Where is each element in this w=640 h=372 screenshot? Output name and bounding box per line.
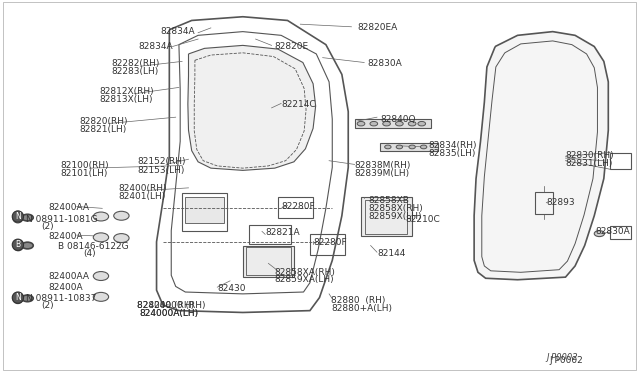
Text: 82834A: 82834A <box>138 42 173 51</box>
Text: 82821(LH): 82821(LH) <box>80 125 127 134</box>
Circle shape <box>93 292 109 301</box>
Text: (2): (2) <box>42 222 54 231</box>
Bar <box>355 119 431 128</box>
Text: 82834A: 82834A <box>160 27 195 36</box>
Text: 82812X(RH): 82812X(RH) <box>99 87 154 96</box>
Circle shape <box>418 122 426 126</box>
Text: 82840Q: 82840Q <box>380 115 416 124</box>
Circle shape <box>396 145 403 149</box>
Text: 82282(RH): 82282(RH) <box>112 59 160 68</box>
Bar <box>243 246 294 277</box>
PathPatch shape <box>474 32 608 280</box>
Circle shape <box>595 231 604 237</box>
Text: 82893: 82893 <box>547 198 575 207</box>
Text: 82831(LH): 82831(LH) <box>566 159 613 168</box>
Text: 82820(RH): 82820(RH) <box>80 117 129 126</box>
Bar <box>278 197 313 218</box>
Circle shape <box>357 122 365 126</box>
Bar <box>246 247 291 275</box>
Bar <box>249 225 291 244</box>
Text: 82859X(LH): 82859X(LH) <box>368 212 422 221</box>
Text: N: N <box>15 293 20 302</box>
Text: 824000A(LH): 824000A(LH) <box>140 309 198 318</box>
Text: 82830A: 82830A <box>596 227 630 236</box>
Text: 82430: 82430 <box>217 284 246 293</box>
Circle shape <box>396 122 403 126</box>
Text: (2): (2) <box>42 301 54 310</box>
Circle shape <box>22 242 33 249</box>
Text: 82280F: 82280F <box>313 238 347 247</box>
Circle shape <box>114 234 129 243</box>
Text: 82400A: 82400A <box>48 232 83 241</box>
Bar <box>182 193 227 231</box>
Text: 82858XA(RH): 82858XA(RH) <box>275 268 335 277</box>
Text: (4): (4) <box>83 249 96 258</box>
Text: 82824000 (RH): 82824000 (RH) <box>138 301 206 310</box>
Text: 82880+A(LH): 82880+A(LH) <box>331 304 392 312</box>
Text: 82400AA: 82400AA <box>48 203 89 212</box>
Text: 82152(RH): 82152(RH) <box>138 157 186 166</box>
Text: 82400AA: 82400AA <box>48 272 89 280</box>
Text: 82153(LH): 82153(LH) <box>138 166 185 174</box>
Bar <box>361 197 412 236</box>
Text: 82214C: 82214C <box>281 100 316 109</box>
Text: J P0002: J P0002 <box>550 356 583 365</box>
Text: 82859XA(LH): 82859XA(LH) <box>275 275 334 284</box>
Text: 82280F: 82280F <box>281 202 315 211</box>
Circle shape <box>22 214 33 221</box>
Circle shape <box>409 145 415 149</box>
Text: 82834(RH): 82834(RH) <box>428 141 477 150</box>
Text: 82813X(LH): 82813X(LH) <box>99 95 152 104</box>
Text: 82839M(LH): 82839M(LH) <box>355 169 410 178</box>
Circle shape <box>93 212 109 221</box>
Circle shape <box>383 122 390 126</box>
Text: 82880  (RH): 82880 (RH) <box>331 296 385 305</box>
Bar <box>610 153 630 169</box>
Text: N 08911-10837: N 08911-10837 <box>26 294 96 303</box>
Text: N: N <box>15 294 21 303</box>
Bar <box>186 197 223 223</box>
Text: B: B <box>15 240 20 249</box>
Text: B 08146-6122G: B 08146-6122G <box>58 242 128 251</box>
Text: N 08911-1081G: N 08911-1081G <box>26 215 97 224</box>
Text: 82400A: 82400A <box>48 283 83 292</box>
Text: 82830(RH): 82830(RH) <box>566 151 614 160</box>
Text: 82835(LH): 82835(LH) <box>428 149 476 158</box>
Text: 82838M(RH): 82838M(RH) <box>355 161 411 170</box>
Circle shape <box>93 272 109 280</box>
Text: 82858X(RH): 82858X(RH) <box>368 204 423 213</box>
Text: B: B <box>15 241 21 250</box>
Text: 82830A: 82830A <box>367 59 402 68</box>
Text: 82144: 82144 <box>377 249 405 258</box>
Text: N: N <box>15 212 20 221</box>
Text: 824000 (RH): 824000 (RH) <box>138 301 195 310</box>
Bar <box>365 200 407 234</box>
Bar <box>610 226 630 239</box>
Text: 82210C: 82210C <box>405 215 440 224</box>
Circle shape <box>385 145 391 149</box>
PathPatch shape <box>188 45 316 170</box>
Text: 82101(LH): 82101(LH) <box>61 169 108 178</box>
Text: 82401(LH): 82401(LH) <box>118 192 166 201</box>
Text: N: N <box>15 213 21 222</box>
Circle shape <box>370 122 378 126</box>
Text: J P0002: J P0002 <box>547 353 578 362</box>
Text: 82100(RH): 82100(RH) <box>61 161 109 170</box>
Text: 82820E: 82820E <box>275 42 309 51</box>
Bar <box>536 192 554 214</box>
Text: 82821A: 82821A <box>265 228 300 237</box>
Text: 82400(RH): 82400(RH) <box>118 184 166 193</box>
Text: 82858XB: 82858XB <box>368 196 409 205</box>
Bar <box>310 234 345 255</box>
Bar <box>380 143 438 151</box>
Circle shape <box>114 211 129 220</box>
Circle shape <box>93 233 109 242</box>
Text: 82283(LH): 82283(LH) <box>112 67 159 76</box>
Circle shape <box>420 145 427 149</box>
Circle shape <box>22 295 33 302</box>
Text: 824000A(LH): 824000A(LH) <box>140 309 198 318</box>
Circle shape <box>408 122 416 126</box>
Text: 82820EA: 82820EA <box>358 23 398 32</box>
